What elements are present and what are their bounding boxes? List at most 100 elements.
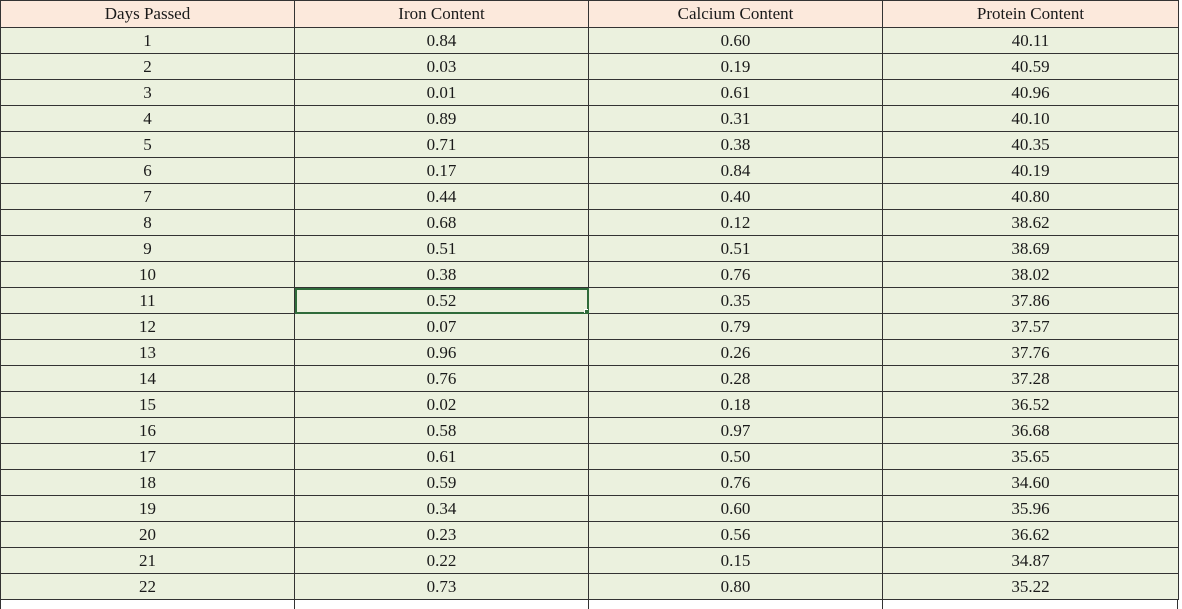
cell-calcium-content[interactable]: 0.51 (588, 235, 883, 262)
column-header-iron-content[interactable]: Iron Content (294, 0, 589, 28)
cell-protein-content[interactable]: 38.62 (882, 209, 1179, 236)
cell-protein-content[interactable]: 40.11 (882, 27, 1179, 54)
cell-iron-content[interactable]: 0.03 (294, 53, 589, 80)
cell-calcium-content[interactable]: 0.61 (588, 79, 883, 106)
cell-days-passed[interactable]: 8 (0, 209, 295, 236)
cell-days-passed[interactable]: 13 (0, 339, 295, 366)
cell-iron-content[interactable]: 0.61 (294, 443, 589, 470)
cell-calcium-content[interactable]: 0.31 (588, 105, 883, 132)
table-row: 11 0.52 0.35 37.86 (0, 287, 1179, 314)
cell-calcium-content[interactable]: 0.28 (588, 365, 883, 392)
cell-days-passed[interactable]: 4 (0, 105, 295, 132)
cell-calcium-content[interactable]: 0.18 (588, 391, 883, 418)
cell-calcium-content[interactable]: 0.40 (588, 183, 883, 210)
cell-iron-content[interactable]: 0.34 (294, 495, 589, 522)
fill-handle[interactable] (584, 309, 588, 313)
cell-days-passed[interactable]: 5 (0, 131, 295, 158)
cell-calcium-content[interactable]: 0.19 (588, 53, 883, 80)
cell-iron-content[interactable]: 0.02 (294, 391, 589, 418)
cell-iron-content[interactable]: 0.89 (294, 105, 589, 132)
cell-days-passed[interactable]: 16 (0, 417, 295, 444)
column-header-days-passed[interactable]: Days Passed (0, 0, 295, 28)
cell-protein-content[interactable]: 37.57 (882, 313, 1179, 340)
cell-iron-content[interactable]: 0.51 (294, 235, 589, 262)
cell-protein-content[interactable]: 40.59 (882, 53, 1179, 80)
cell-protein-content[interactable]: 35.65 (882, 443, 1179, 470)
cell-iron-content[interactable]: 0.01 (294, 79, 589, 106)
cell-iron-content[interactable]: 0.84 (294, 27, 589, 54)
cell-iron-content[interactable]: 0.23 (294, 521, 589, 548)
cell-calcium-content[interactable]: 0.84 (588, 157, 883, 184)
cell-iron-content[interactable]: 0.68 (294, 209, 589, 236)
cell-protein-content[interactable]: 40.19 (882, 157, 1179, 184)
cell-days-passed[interactable]: 22 (0, 573, 295, 600)
cell-days-passed[interactable]: 2 (0, 53, 295, 80)
cell-calcium-content[interactable]: 0.76 (588, 469, 883, 496)
cell-days-passed[interactable]: 10 (0, 261, 295, 288)
cell-iron-content[interactable]: 0.38 (294, 261, 589, 288)
cell-calcium-content[interactable]: 0.50 (588, 443, 883, 470)
table-row: 5 0.71 0.38 40.35 (0, 131, 1179, 158)
cell-protein-content[interactable]: 35.96 (882, 495, 1179, 522)
cell-days-passed[interactable]: 1 (0, 27, 295, 54)
cell-protein-content[interactable]: 34.60 (882, 469, 1179, 496)
cell-calcium-content[interactable]: 0.38 (588, 131, 883, 158)
table-row: 3 0.01 0.61 40.96 (0, 79, 1179, 106)
table-row: 12 0.07 0.79 37.57 (0, 313, 1179, 340)
cell-protein-content[interactable]: 35.22 (882, 573, 1179, 600)
cell-days-passed[interactable]: 12 (0, 313, 295, 340)
cell-days-passed[interactable]: 9 (0, 235, 295, 262)
cell-days-passed[interactable]: 7 (0, 183, 295, 210)
grid-overflow-lines (0, 600, 1178, 609)
cell-days-passed[interactable]: 6 (0, 157, 295, 184)
cell-protein-content[interactable]: 36.52 (882, 391, 1179, 418)
cell-iron-content[interactable]: 0.07 (294, 313, 589, 340)
cell-days-passed[interactable]: 17 (0, 443, 295, 470)
cell-iron-content[interactable]: 0.44 (294, 183, 589, 210)
cell-protein-content[interactable]: 40.10 (882, 105, 1179, 132)
cell-calcium-content[interactable]: 0.97 (588, 417, 883, 444)
cell-iron-content[interactable]: 0.76 (294, 365, 589, 392)
cell-calcium-content[interactable]: 0.15 (588, 547, 883, 574)
cell-days-passed[interactable]: 20 (0, 521, 295, 548)
selected-cell[interactable]: 0.52 (294, 287, 589, 314)
column-header-calcium-content[interactable]: Calcium Content (588, 0, 883, 28)
cell-calcium-content[interactable]: 0.79 (588, 313, 883, 340)
cell-days-passed[interactable]: 15 (0, 391, 295, 418)
cell-calcium-content[interactable]: 0.80 (588, 573, 883, 600)
cell-days-passed[interactable]: 14 (0, 365, 295, 392)
cell-protein-content[interactable]: 37.76 (882, 339, 1179, 366)
cell-protein-content[interactable]: 40.96 (882, 79, 1179, 106)
cell-calcium-content[interactable]: 0.12 (588, 209, 883, 236)
cell-calcium-content[interactable]: 0.26 (588, 339, 883, 366)
cell-calcium-content[interactable]: 0.60 (588, 27, 883, 54)
cell-days-passed[interactable]: 21 (0, 547, 295, 574)
cell-calcium-content[interactable]: 0.60 (588, 495, 883, 522)
cell-calcium-content[interactable]: 0.35 (588, 287, 883, 314)
cell-protein-content[interactable]: 37.28 (882, 365, 1179, 392)
cell-days-passed[interactable]: 18 (0, 469, 295, 496)
cell-days-passed[interactable]: 19 (0, 495, 295, 522)
cell-protein-content[interactable]: 36.68 (882, 417, 1179, 444)
cell-protein-content[interactable]: 40.35 (882, 131, 1179, 158)
cell-iron-content[interactable]: 0.22 (294, 547, 589, 574)
table-body: 1 0.84 0.60 40.11 2 0.03 0.19 40.59 3 0.01 0.61 40.… (0, 27, 1179, 600)
cell-iron-content[interactable]: 0.17 (294, 157, 589, 184)
cell-iron-content[interactable]: 0.58 (294, 417, 589, 444)
cell-calcium-content[interactable]: 0.76 (588, 261, 883, 288)
column-header-protein-content[interactable]: Protein Content (882, 0, 1179, 28)
cell-protein-content[interactable]: 34.87 (882, 547, 1179, 574)
cell-protein-content[interactable]: 38.02 (882, 261, 1179, 288)
cell-protein-content[interactable]: 40.80 (882, 183, 1179, 210)
cell-protein-content[interactable]: 38.69 (882, 235, 1179, 262)
cell-protein-content[interactable]: 37.86 (882, 287, 1179, 314)
cell-days-passed[interactable]: 3 (0, 79, 295, 106)
cell-iron-content[interactable]: 0.96 (294, 339, 589, 366)
cell-iron-content[interactable]: 0.59 (294, 469, 589, 496)
cell-protein-content[interactable]: 36.62 (882, 521, 1179, 548)
table-row: 7 0.44 0.40 40.80 (0, 183, 1179, 210)
cell-days-passed[interactable]: 11 (0, 287, 295, 314)
cell-iron-content[interactable]: 0.71 (294, 131, 589, 158)
cell-calcium-content[interactable]: 0.56 (588, 521, 883, 548)
cell-iron-content[interactable]: 0.73 (294, 573, 589, 600)
